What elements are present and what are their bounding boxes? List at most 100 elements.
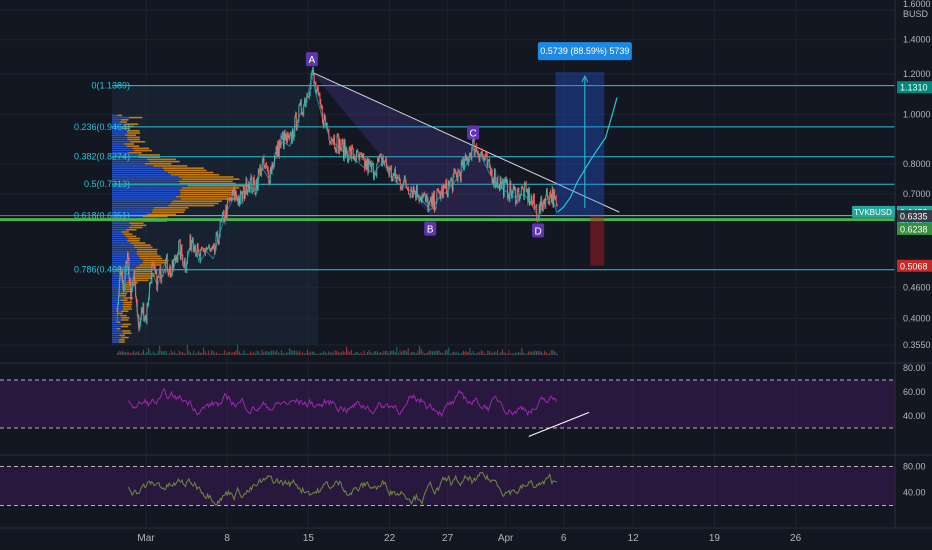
volume-bar — [438, 350, 440, 355]
volume-bar — [393, 350, 395, 355]
volume-profile-bar — [112, 255, 139, 257]
volume-profile-bar — [112, 158, 148, 161]
volume-profile-bar — [112, 283, 125, 286]
volume-bar — [436, 350, 438, 355]
volume-bar — [360, 352, 362, 355]
volume-bar — [506, 353, 508, 355]
price-badge-box — [897, 210, 932, 223]
volume-bar — [237, 344, 239, 355]
volume-bar — [454, 352, 456, 355]
pattern-point-label: C — [470, 129, 477, 140]
volume-bar — [384, 351, 386, 355]
volume-profile-bar — [125, 228, 137, 231]
long-position-tool[interactable]: 0.5739 (88.59%) 5739 — [537, 42, 632, 266]
volume-profile-bar — [127, 136, 140, 139]
volume-bar — [337, 352, 339, 355]
volume-profile-bar — [112, 173, 171, 176]
volume-bar — [186, 344, 188, 355]
volume-profile-bar — [123, 233, 133, 235]
volume-profile-bar — [112, 275, 136, 277]
volume-bar — [269, 351, 271, 355]
volume-bar — [320, 352, 321, 355]
price-axis-tick: 1.6000 — [903, 0, 931, 9]
volume-profile-bar — [124, 143, 135, 145]
volume-profile-bar — [112, 193, 181, 196]
volume-bar — [298, 350, 300, 355]
volume-profile-bar — [127, 237, 141, 240]
volume-bar — [410, 352, 412, 355]
pattern-triangle-bcd — [430, 145, 539, 218]
volume-profile-bar — [121, 310, 129, 312]
volume-profile-bar — [112, 330, 123, 332]
volume-profile-bar — [122, 308, 132, 310]
volume-bar — [219, 353, 221, 355]
volume-bar — [459, 353, 461, 355]
volume-bar — [441, 352, 443, 355]
volume-bar — [446, 350, 448, 355]
volume-bar — [422, 351, 424, 355]
volume-bar — [529, 351, 531, 355]
volume-bar — [193, 350, 195, 355]
volume-bar — [399, 350, 401, 355]
volume-bar — [303, 353, 305, 355]
volume-bar — [212, 350, 214, 355]
volume-profile-bar — [178, 180, 233, 183]
volume-profile-bar — [180, 198, 237, 200]
volume-profile-bar — [180, 182, 236, 185]
fib-level-label: 0.236(0.9464) — [74, 122, 130, 132]
symbol-tag: TVKBUSD — [854, 208, 892, 217]
volume-bar — [514, 352, 516, 355]
fib-level-label: 0.786(0.4980) — [74, 265, 130, 275]
volume-bar — [462, 350, 464, 355]
volume-profile-bar — [112, 250, 137, 253]
time-axis[interactable]: Mar 8 15 22 27 Apr 6 12 19 26 — [0, 527, 932, 544]
volume-bar — [425, 353, 427, 355]
volume-profile-bar — [122, 303, 132, 306]
volume-bar — [345, 346, 347, 355]
volume-bar — [300, 353, 302, 355]
price-badge: 57:04 — [900, 218, 923, 228]
volume-bar — [474, 353, 476, 355]
volume-profile-bar — [147, 158, 176, 161]
volume-profile-bar — [112, 334, 120, 337]
volume-profile-bar — [112, 160, 150, 163]
volume-bar — [224, 350, 226, 355]
volume-bar — [290, 350, 292, 355]
volume-profile-bar — [112, 248, 138, 251]
volume-bar — [227, 352, 229, 355]
volume-bar — [235, 350, 237, 355]
volume-profile-bar — [130, 242, 146, 244]
volume-bar — [117, 352, 118, 355]
volume-profile-bar — [125, 235, 137, 238]
volume-bar — [354, 353, 356, 355]
volume-bar — [355, 351, 357, 355]
volume-profile-bar — [112, 191, 181, 194]
fib-level-label: 0(1.1389) — [91, 81, 130, 91]
volume-bar — [544, 350, 546, 355]
volume-bar — [152, 351, 154, 355]
abcd-pattern[interactable]: A B C D — [305, 52, 620, 238]
volume-profile-bar — [130, 224, 147, 227]
volume-profile-bar — [136, 266, 157, 268]
volume-profile-bar — [112, 228, 126, 231]
volume-profile-bar — [112, 321, 117, 323]
volume-bar — [245, 353, 247, 355]
stoch-pane[interactable]: 80.00 40.00 — [0, 454, 932, 506]
volume-profile-bar — [178, 176, 234, 178]
volume-bar — [281, 350, 283, 355]
volume-bar — [505, 352, 507, 355]
volume-bar — [475, 353, 477, 355]
volume-profile-bar — [112, 288, 123, 290]
volume-bar — [190, 352, 192, 355]
volume-profile-bar — [112, 127, 122, 130]
volume-bar — [120, 351, 122, 355]
volume-bar — [531, 351, 533, 355]
volume-profile-bar — [142, 215, 168, 218]
rsi-pane[interactable]: 80.00 60.00 40.00 — [0, 362, 932, 437]
volume-bar — [258, 351, 260, 355]
fibonacci-retracement[interactable]: 0(1.1389) 0.236(0.9464) 0.382(0.8274) 0.5(0… — [0, 81, 895, 275]
target-zone — [555, 72, 605, 217]
volume-profile-bar — [112, 154, 139, 156]
